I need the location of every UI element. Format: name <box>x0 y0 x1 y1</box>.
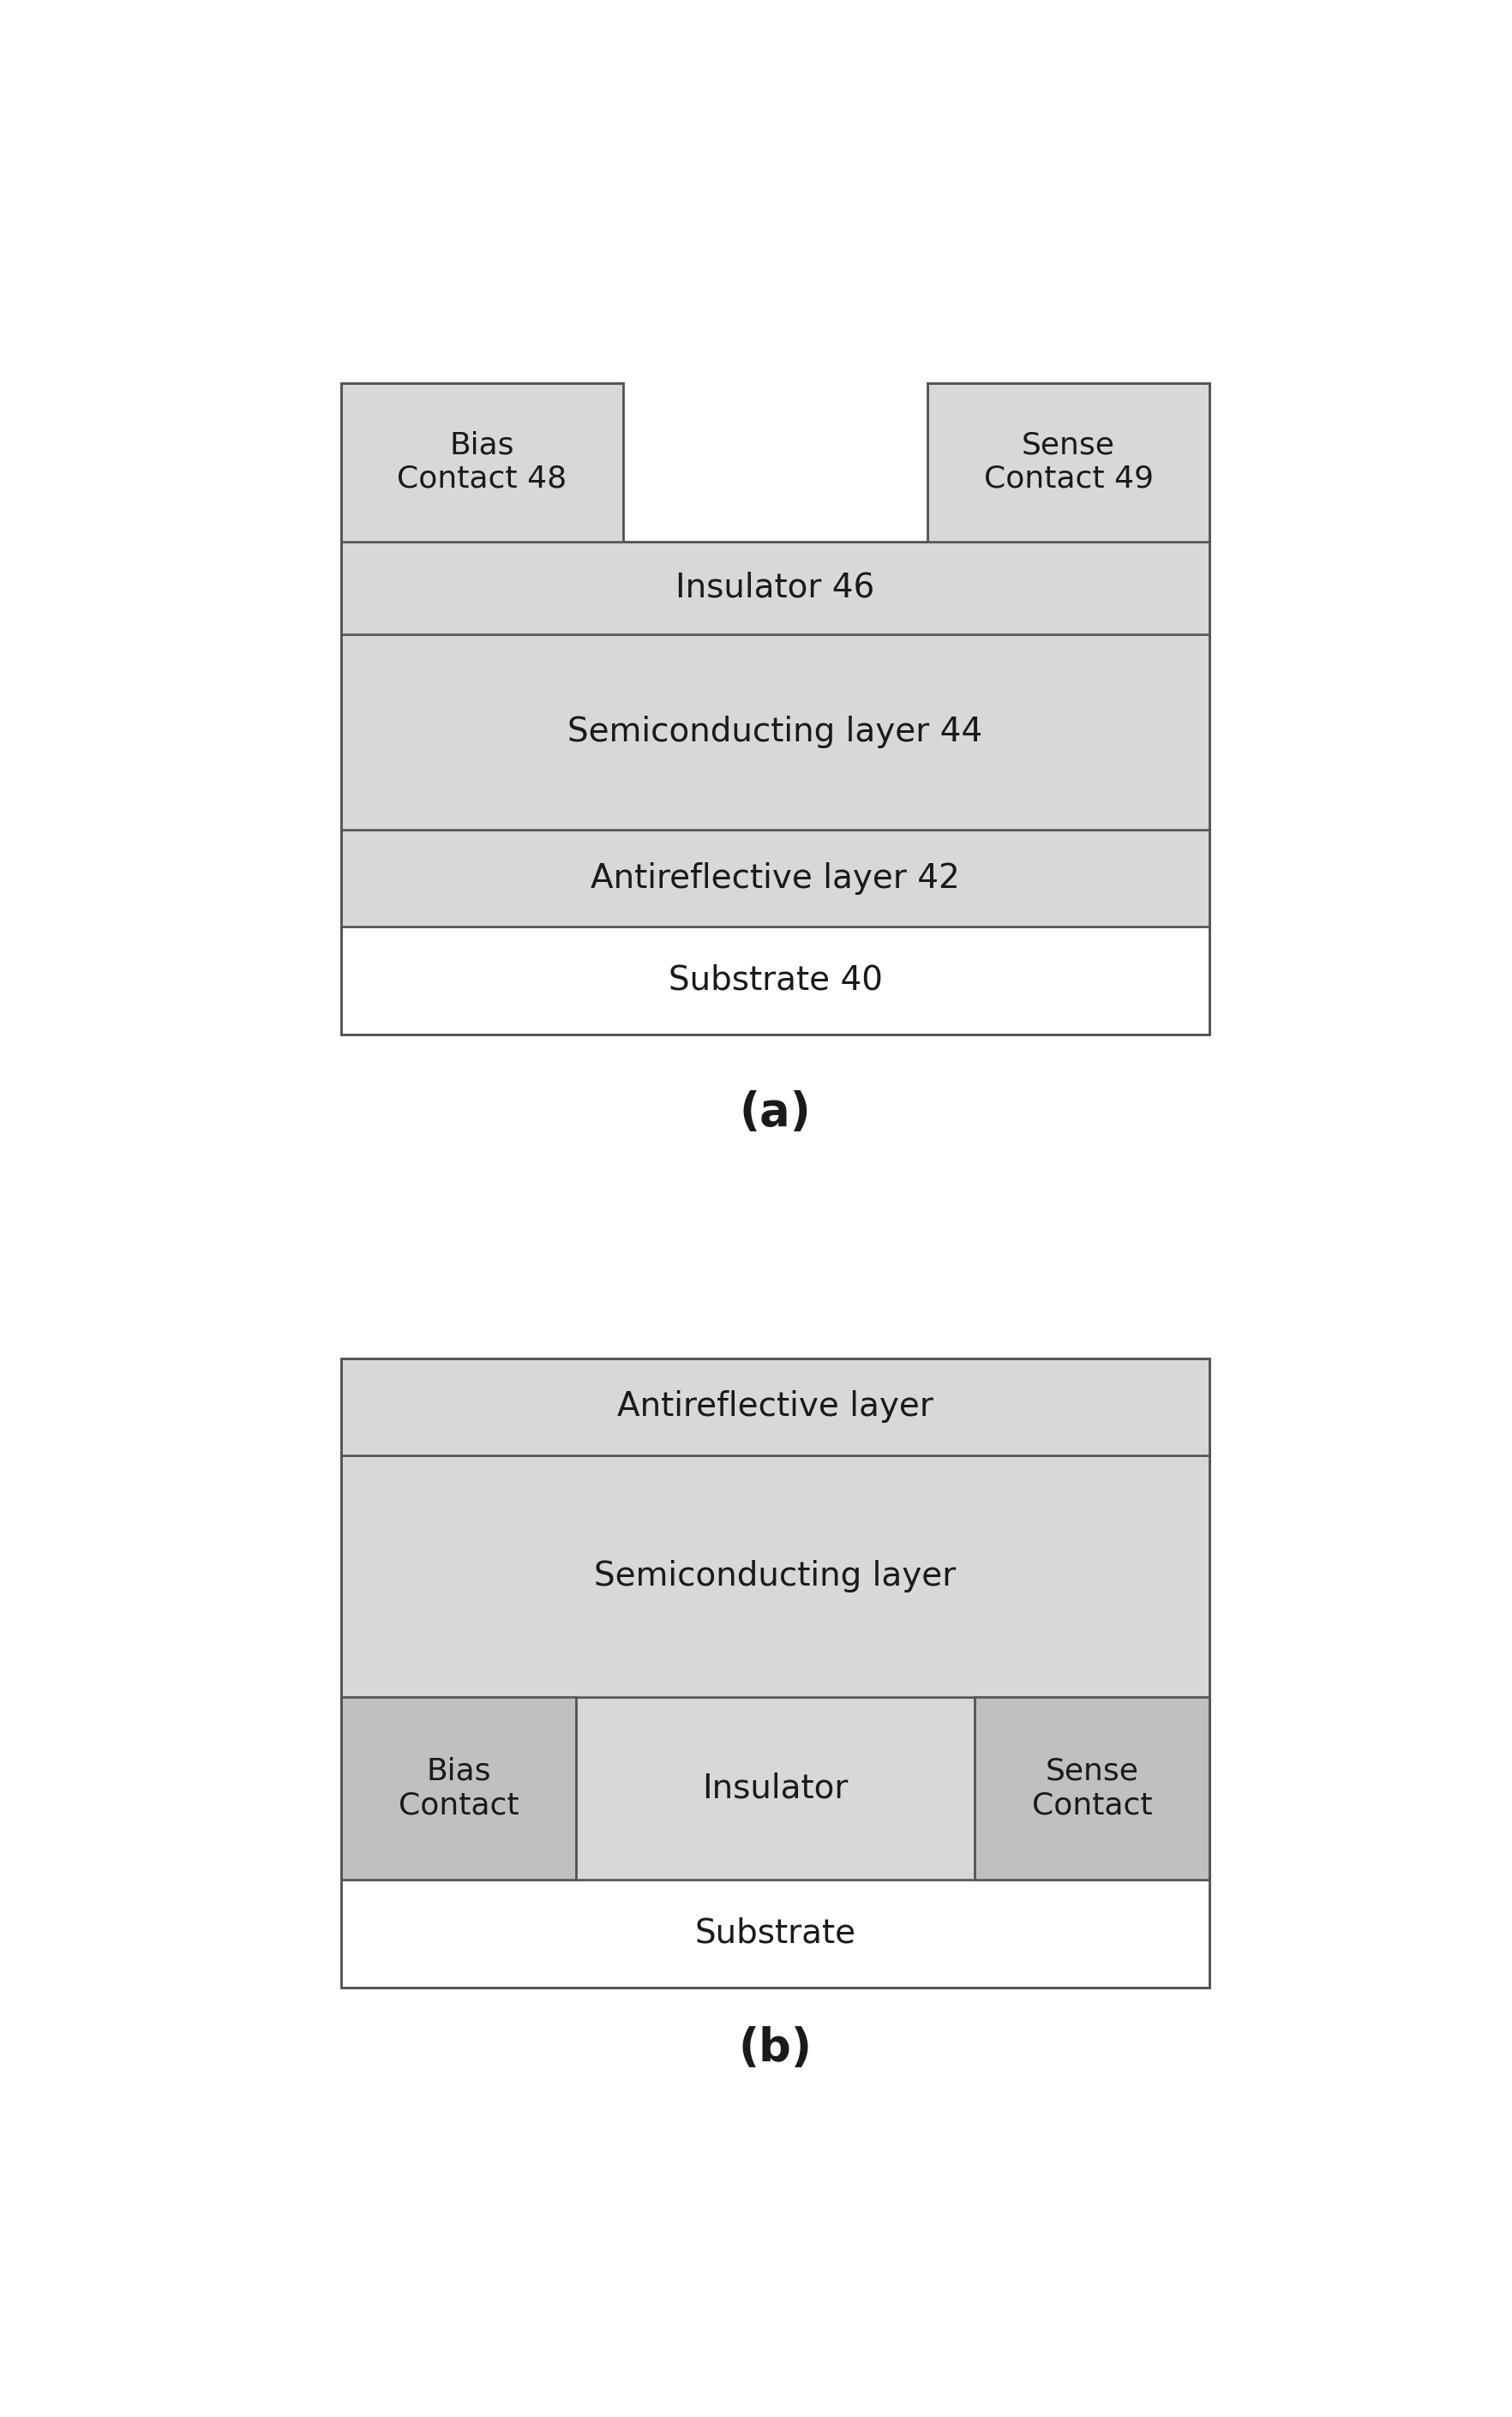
Text: Bias
Contact: Bias Contact <box>398 1757 519 1820</box>
Bar <box>342 926 1208 1034</box>
Bar <box>342 1697 1208 1880</box>
Text: Antireflective layer: Antireflective layer <box>617 1390 933 1424</box>
Bar <box>342 1455 1208 1697</box>
Bar <box>342 633 1208 829</box>
Bar <box>342 541 1208 633</box>
Text: Semiconducting layer 44: Semiconducting layer 44 <box>567 715 983 749</box>
Bar <box>342 829 1208 926</box>
Text: Antireflective layer 42: Antireflective layer 42 <box>590 863 960 894</box>
Bar <box>342 384 623 541</box>
Text: (b): (b) <box>738 2025 812 2071</box>
Text: Semiconducting layer: Semiconducting layer <box>594 1559 956 1593</box>
Bar <box>342 1358 1208 1987</box>
Bar <box>927 384 1208 541</box>
Text: Substrate: Substrate <box>694 1917 856 1951</box>
Bar <box>342 1358 1208 1455</box>
Bar <box>342 1880 1208 1987</box>
Text: Bias
Contact 48: Bias Contact 48 <box>398 430 567 493</box>
Bar <box>974 1697 1208 1880</box>
Bar <box>342 1697 576 1880</box>
Text: Substrate 40: Substrate 40 <box>668 964 881 996</box>
Text: Sense
Contact: Sense Contact <box>1031 1757 1152 1820</box>
Bar <box>623 384 927 541</box>
Text: Insulator 46: Insulator 46 <box>676 570 874 604</box>
Text: Sense
Contact 49: Sense Contact 49 <box>983 430 1152 493</box>
Text: Insulator: Insulator <box>702 1772 848 1805</box>
Text: (a): (a) <box>739 1090 810 1136</box>
